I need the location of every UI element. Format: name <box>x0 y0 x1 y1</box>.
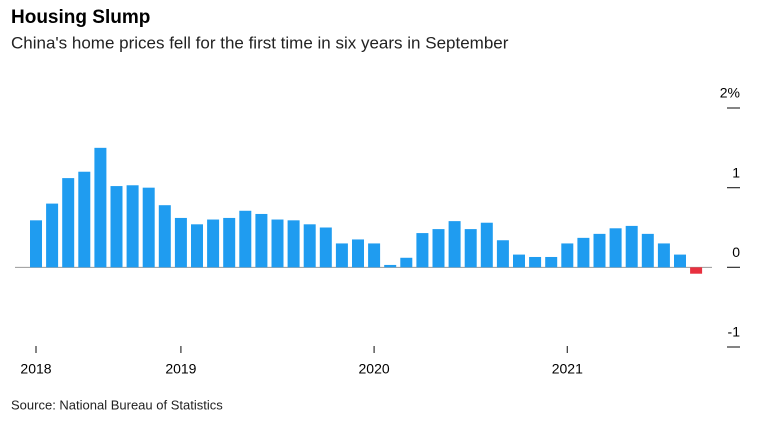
chart-title: Housing Slump <box>11 7 150 28</box>
bar <box>561 243 574 268</box>
bar <box>384 264 397 268</box>
bar <box>62 178 75 268</box>
bar <box>545 256 558 268</box>
bar <box>400 257 413 268</box>
x-tick-label: 2021 <box>552 361 583 377</box>
bar <box>303 224 316 268</box>
source-note: Source: National Bureau of Statistics <box>11 397 223 412</box>
bar <box>448 221 461 268</box>
bar <box>577 237 590 268</box>
bar <box>191 224 203 268</box>
y-tick-label: 2% <box>720 85 740 101</box>
bar <box>174 217 187 268</box>
x-tick-label: 2020 <box>359 361 390 377</box>
y-tick-label: -1 <box>728 324 741 340</box>
bar <box>287 220 300 268</box>
bar <box>690 267 703 274</box>
bar <box>319 227 332 268</box>
x-tick-label: 2018 <box>20 361 51 377</box>
bar <box>239 210 252 268</box>
bar <box>223 217 236 268</box>
bar <box>464 229 477 268</box>
x-tick-label: 2019 <box>165 361 196 377</box>
bar <box>142 187 155 268</box>
bar <box>30 220 42 268</box>
bar <box>641 233 654 268</box>
bar <box>335 243 348 268</box>
bar <box>609 228 622 268</box>
bar <box>529 256 542 268</box>
bar <box>158 205 171 268</box>
bar <box>625 225 638 268</box>
bar <box>78 171 91 268</box>
bar <box>513 254 525 268</box>
y-tick-label: 1 <box>732 164 740 180</box>
bar <box>110 186 123 268</box>
bar <box>593 233 606 268</box>
bar <box>255 213 268 268</box>
bar <box>657 243 670 268</box>
bar <box>496 240 509 268</box>
bar <box>432 229 445 268</box>
bar <box>416 233 429 268</box>
bar <box>126 185 139 268</box>
bar <box>368 243 381 268</box>
y-tick-label: 0 <box>732 244 740 260</box>
bar <box>480 222 493 268</box>
bar <box>46 203 59 268</box>
bar <box>94 147 107 268</box>
chart-subtitle: China's home prices fell for the first t… <box>11 33 509 52</box>
bar <box>674 254 686 268</box>
bar <box>207 219 220 268</box>
bar <box>352 239 364 268</box>
bar <box>271 219 284 268</box>
